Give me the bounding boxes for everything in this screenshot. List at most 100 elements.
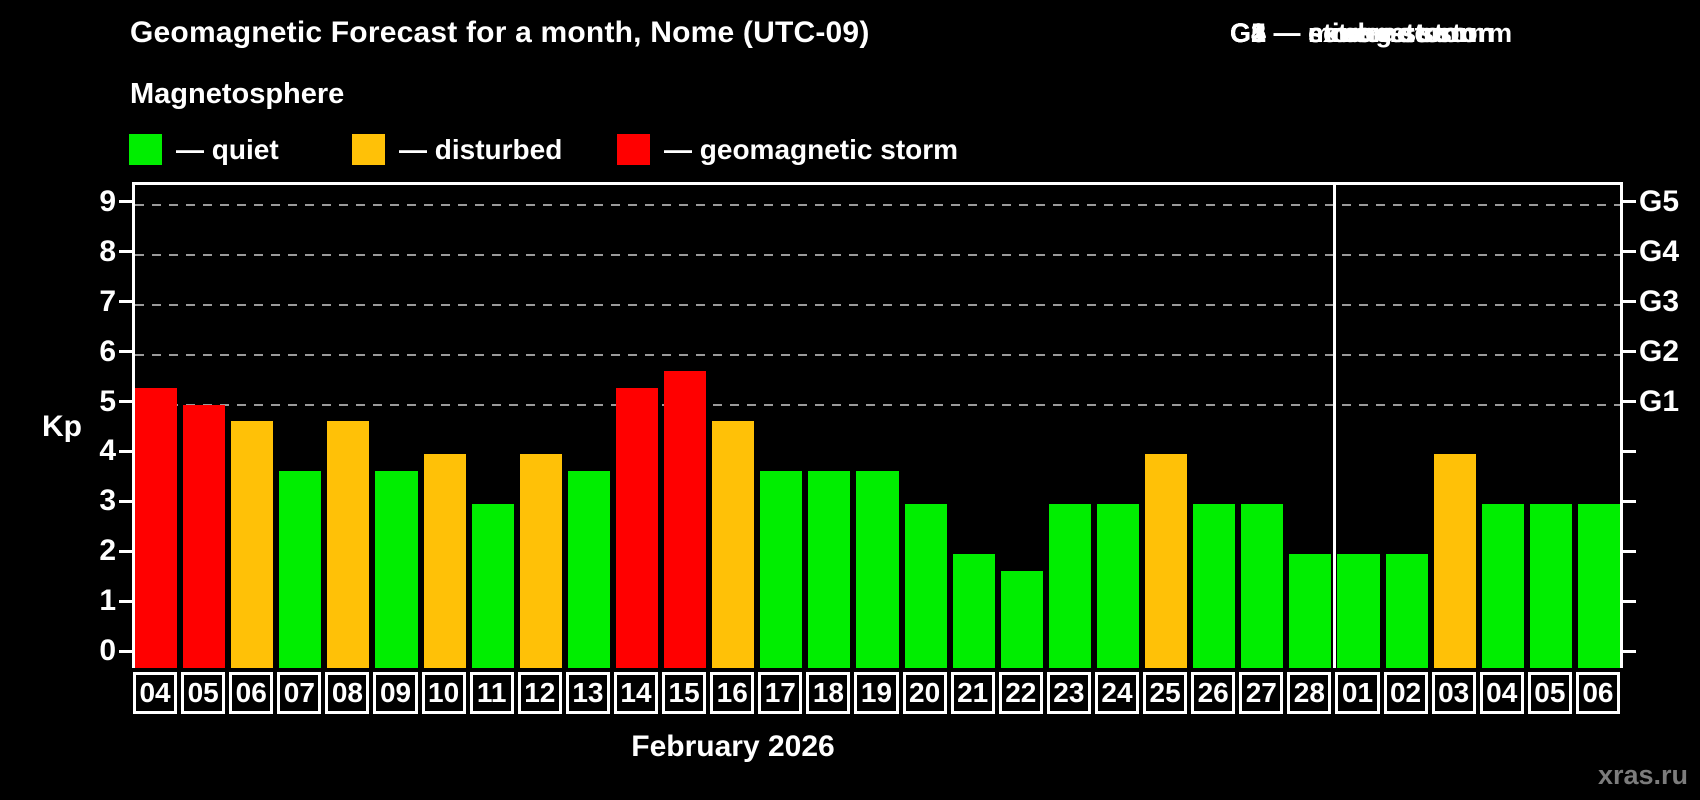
kp-bar-day-03 [1433,454,1476,668]
day-label-box-13: 17 [758,672,803,714]
y-axis-tick-right [1623,200,1636,204]
y-tick-label-2: 2 [99,534,116,568]
g-legend-line: G2 — moderate storm [1230,18,1513,48]
y-axis-tick-right [1623,649,1636,653]
day-label-box-18: 22 [998,672,1043,714]
watermark-text: xras.ru [1597,760,1688,790]
gridline-kp-8 [135,253,1620,256]
kp-bar-day-12 [519,454,562,668]
disturbed-legend-swatch [352,134,385,165]
y-axis-tick-right [1623,300,1636,304]
y-axis-tick-right [1623,499,1636,503]
disturbed-legend-label: — disturbed [399,134,563,165]
kp-bar-day-06 [1577,504,1620,668]
y-tick-label-8: 8 [99,234,116,268]
day-label-box-30: 06 [1575,672,1620,714]
day-label-box-8: 12 [517,672,562,714]
y-axis-tick-left [119,350,132,354]
kp-bar-day-16 [712,420,755,668]
y-axis-title: Kp [42,410,82,443]
kp-bar-day-01 [1337,554,1380,668]
g-level-label-G1: G1 [1639,384,1680,418]
plot-area [132,182,1623,668]
day-label-box-11: 15 [662,672,707,714]
kp-bar-day-24 [1096,504,1140,668]
kp-bar-day-20 [904,504,947,668]
y-tick-label-3: 3 [99,484,116,518]
y-axis-tick-left [119,599,132,603]
geomagnetic-storm-legend-swatch [617,134,650,165]
kp-bar-day-07 [279,470,322,668]
kp-bar-day-08 [327,420,370,668]
day-label-box-28: 04 [1479,672,1524,714]
kp-bar-day-06 [231,420,274,668]
y-tick-label-4: 4 [99,434,116,468]
y-tick-label-1: 1 [99,584,116,618]
kp-bar-day-05 [1529,504,1572,668]
y-axis-tick-right [1623,549,1636,553]
day-label-box-6: 10 [421,672,466,714]
day-label-box-17: 21 [950,672,995,714]
kp-bar-day-25 [1145,454,1188,668]
gridline-kp-6 [135,353,1620,356]
g-legend-line: G5 — extreme storm [1230,18,1495,48]
day-label-box-15: 19 [854,672,899,714]
kp-bar-day-23 [1048,504,1091,668]
y-tick-label-9: 9 [99,184,116,218]
g-legend-line: G4 — severe storm [1230,18,1477,48]
y-axis-tick-right [1623,599,1636,603]
y-tick-label-5: 5 [99,384,116,418]
kp-bar-day-28 [1289,554,1332,668]
quiet-legend-label: — quiet [176,134,279,165]
g-level-label-G4: G4 [1639,234,1680,268]
day-label-box-16: 20 [902,672,947,714]
day-label-box-27: 03 [1431,672,1476,714]
kp-bar-day-21 [952,554,995,668]
g-level-label-G2: G2 [1639,334,1680,368]
day-label-box-5: 09 [373,672,418,714]
kp-bar-day-18 [808,470,851,668]
kp-bar-day-11 [471,504,514,668]
day-label-box-12: 16 [710,672,755,714]
kp-bar-day-27 [1241,504,1284,668]
day-label-box-0: 04 [133,672,178,714]
day-label-box-10: 14 [613,672,659,714]
kp-bar-day-15 [664,371,707,668]
y-tick-label-0: 0 [99,634,116,667]
kp-bar-day-19 [856,470,899,668]
y-axis-tick-left [119,499,132,503]
kp-bar-day-22 [1000,570,1043,668]
kp-bar-day-04 [135,388,178,668]
y-axis-tick-left [119,449,132,453]
day-label-box-14: 18 [806,672,851,714]
y-axis-tick-left [119,400,132,403]
day-label-box-3: 07 [277,672,322,714]
gridline-kp-9 [135,203,1620,206]
g-level-label-G5: G5 [1639,184,1680,218]
y-axis-tick-left [119,250,132,254]
y-axis-tick-right [1623,350,1636,354]
g-legend-line: G3 — strong storm [1230,18,1475,48]
y-axis-tick-left [119,649,132,653]
y-axis-tick-right [1623,449,1636,453]
day-label-box-23: 27 [1239,672,1284,714]
day-label-box-2: 06 [229,672,274,714]
y-tick-label-6: 6 [99,334,116,368]
kp-bar-day-14 [615,388,659,668]
y-axis-tick-right [1623,250,1636,254]
day-label-box-29: 05 [1527,672,1572,714]
day-label-box-9: 13 [565,672,610,714]
day-label-box-22: 26 [1191,672,1236,714]
y-tick-label-7: 7 [99,284,116,318]
day-label-box-24: 28 [1287,672,1332,714]
month-divider-line [1332,185,1336,668]
day-label-box-20: 24 [1094,672,1140,714]
kp-bar-day-04 [1481,504,1524,668]
y-axis-tick-left [119,549,132,553]
kp-bar-day-10 [423,454,466,668]
gridline-kp-7 [135,303,1620,306]
day-label-box-21: 25 [1143,672,1188,714]
gridline-kp-5 [135,403,1620,406]
y-axis-tick-left [119,200,132,204]
